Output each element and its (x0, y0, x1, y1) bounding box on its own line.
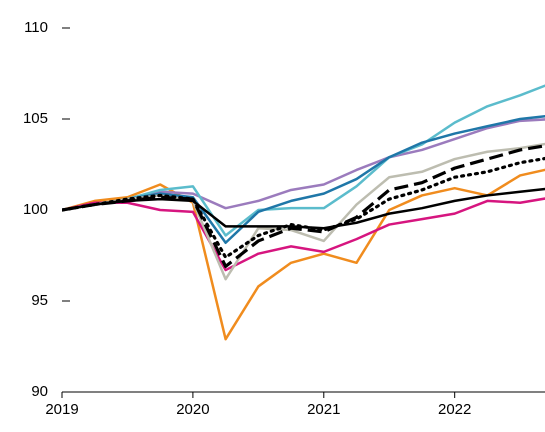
x-tick-label: 2022 (438, 401, 471, 418)
y-tick-label: 110 (24, 19, 48, 36)
series-line (62, 156, 545, 259)
y-tick-label: 100 (23, 201, 48, 218)
series-line (62, 84, 545, 237)
x-tick-label: 2019 (45, 401, 78, 418)
y-tick-label: 90 (31, 383, 48, 400)
series-line (62, 168, 545, 341)
y-tick-label: 105 (23, 110, 48, 127)
plot-area (62, 84, 545, 341)
series-line (62, 144, 545, 269)
x-tick-label: 2020 (176, 401, 209, 418)
y-tick-label: 95 (31, 292, 48, 309)
series-line (62, 197, 545, 272)
series-line (62, 114, 545, 245)
x-tick-label: 2021 (307, 401, 340, 418)
